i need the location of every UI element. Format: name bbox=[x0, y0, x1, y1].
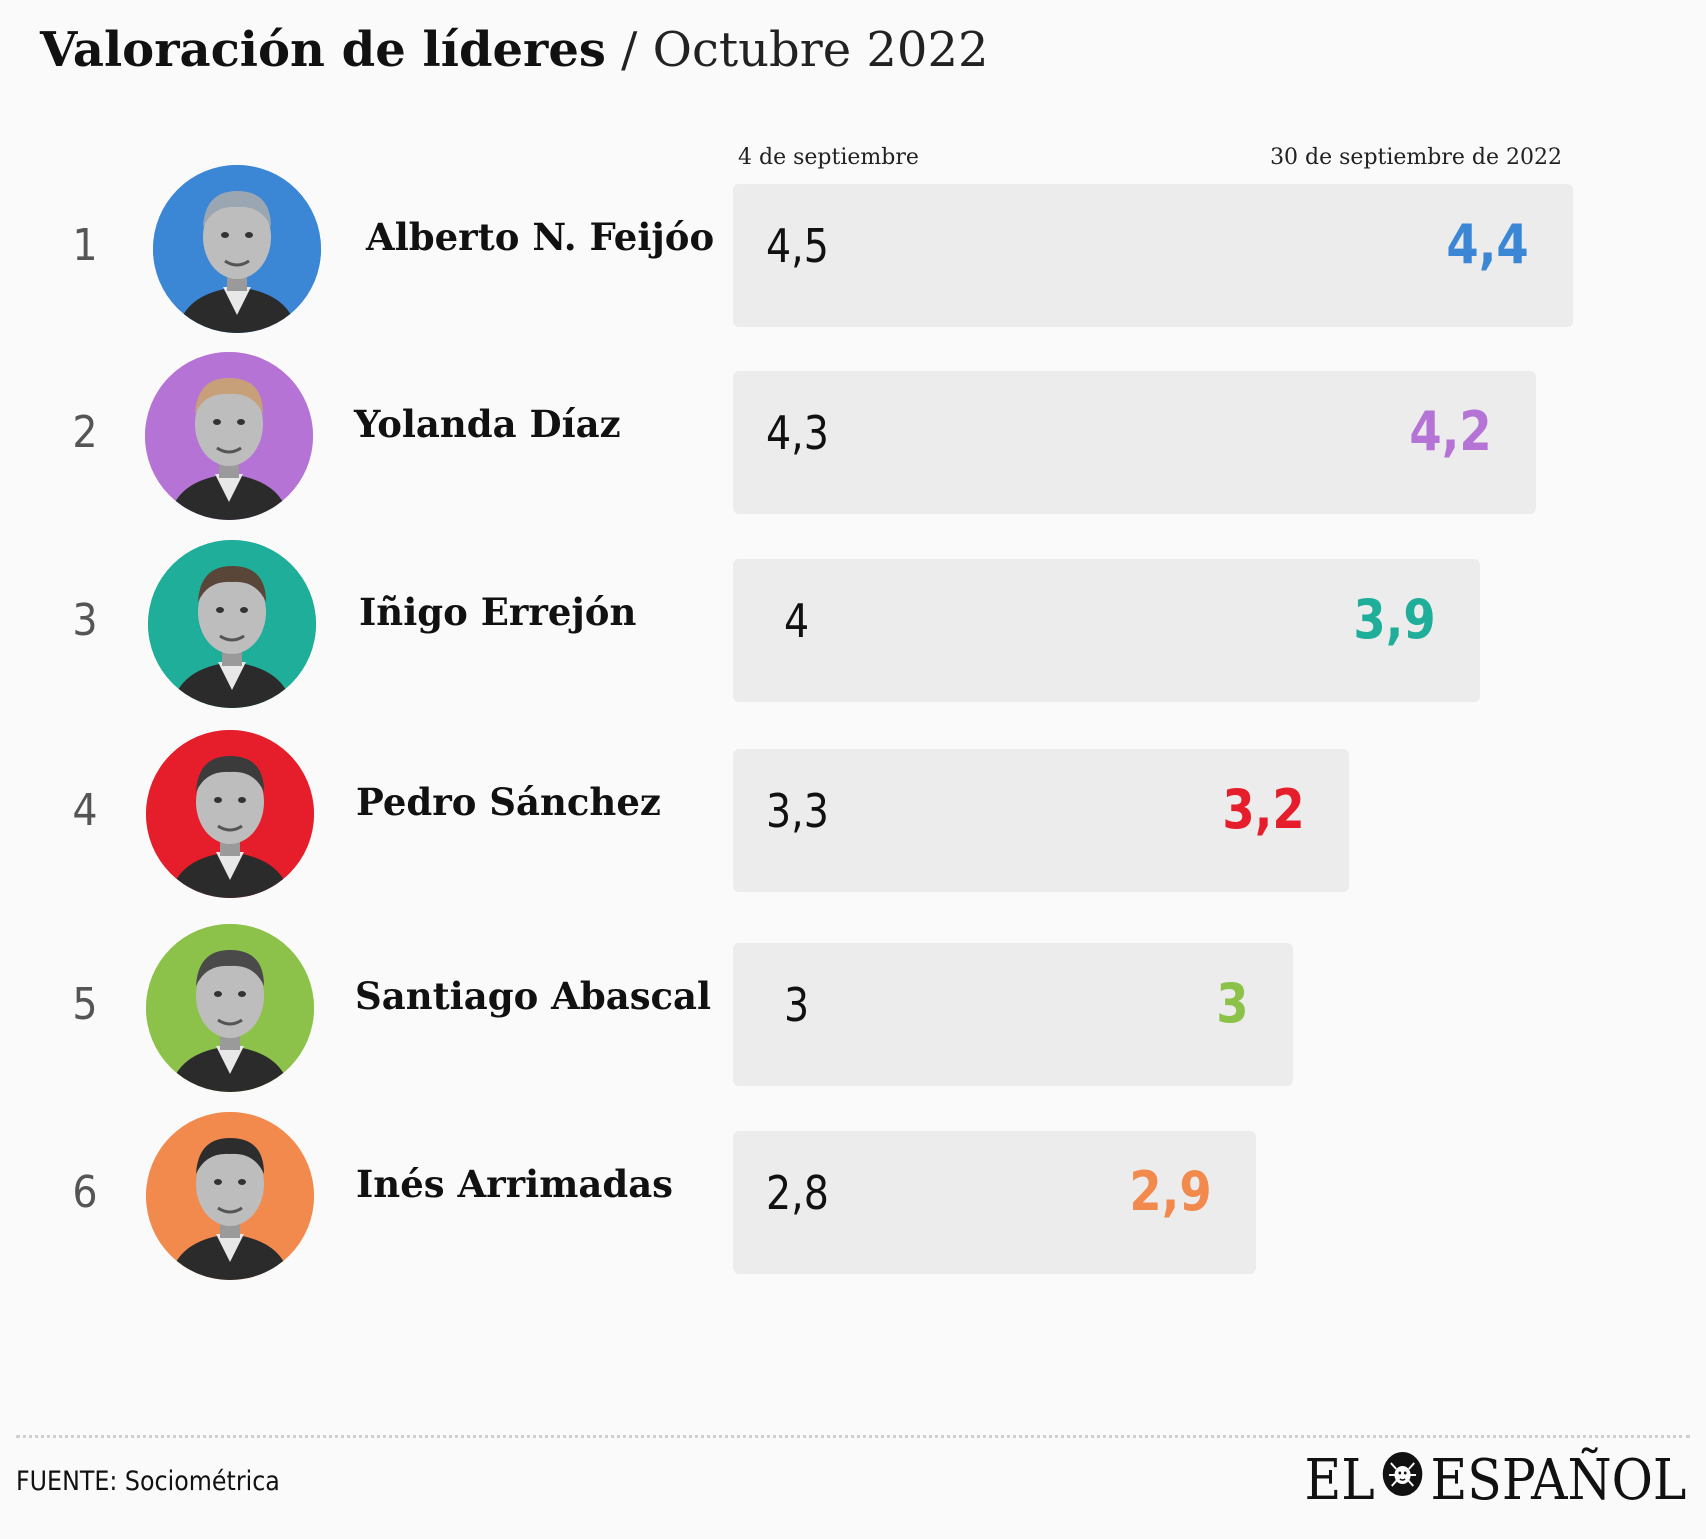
rank-number: 4 bbox=[72, 785, 98, 836]
abascal-photo bbox=[146, 924, 314, 1092]
leader-row: 3 Iñigo Errejón 4 3,9 bbox=[0, 540, 1706, 710]
rating-after-label: 2,9 bbox=[1129, 1160, 1212, 1223]
feijoo-photo bbox=[153, 165, 321, 333]
rating-before-label: 4,5 bbox=[766, 219, 829, 273]
logo-text-right: ESPAÑOL bbox=[1430, 1448, 1686, 1513]
rank-number: 5 bbox=[72, 979, 98, 1030]
leader-row: 5 Santiago Abascal 3 3 bbox=[0, 924, 1706, 1094]
rating-after-label: 4,4 bbox=[1446, 213, 1529, 276]
leader-name: Alberto N. Feijóo bbox=[366, 215, 715, 259]
footer-divider bbox=[16, 1435, 1690, 1438]
arrimadas-photo bbox=[146, 1112, 314, 1280]
rating-bar bbox=[733, 559, 1480, 702]
source-note: FUENTE: Sociométrica bbox=[16, 1466, 280, 1497]
leader-row: 1 Alberto N. Feijóo 4,5 4,4 bbox=[0, 165, 1706, 335]
lion-icon bbox=[1380, 1448, 1425, 1513]
errejon-photo bbox=[148, 540, 316, 708]
rank-number: 6 bbox=[72, 1167, 98, 1218]
leader-name: Iñigo Errejón bbox=[359, 590, 637, 634]
el-espanol-logo: EL ESPAÑOL bbox=[1304, 1448, 1686, 1513]
rating-after-label: 3 bbox=[1216, 972, 1249, 1035]
rating-before-label: 4,3 bbox=[766, 406, 829, 460]
rank-number: 1 bbox=[72, 220, 98, 271]
rating-before-label: 4 bbox=[784, 594, 810, 648]
logo-text-left: EL bbox=[1304, 1448, 1375, 1513]
rating-bar bbox=[733, 749, 1349, 892]
sanchez-photo bbox=[146, 730, 314, 898]
column-header-before: 4 de septiembre bbox=[738, 145, 919, 170]
leader-name: Inés Arrimadas bbox=[356, 1162, 674, 1206]
rating-bar bbox=[733, 184, 1573, 327]
title-date: / Octubre 2022 bbox=[621, 22, 989, 78]
leader-row: 4 Pedro Sánchez 3,3 3,2 bbox=[0, 730, 1706, 900]
rank-number: 3 bbox=[72, 595, 98, 646]
rating-before-label: 3 bbox=[784, 978, 810, 1032]
chart-title: Valoración de líderes / Octubre 2022 bbox=[40, 22, 989, 78]
leader-row: 2 Yolanda Díaz 4,3 4,2 bbox=[0, 352, 1706, 522]
title-main: Valoración de líderes bbox=[40, 22, 606, 78]
rating-after-label: 3,9 bbox=[1353, 588, 1436, 651]
leader-row: 6 Inés Arrimadas 2,8 2,9 bbox=[0, 1112, 1706, 1282]
rating-after-label: 3,2 bbox=[1222, 778, 1305, 841]
leader-name: Pedro Sánchez bbox=[356, 780, 661, 824]
rank-number: 2 bbox=[72, 407, 98, 458]
rating-before-label: 2,8 bbox=[766, 1166, 829, 1220]
diaz-photo bbox=[145, 352, 313, 520]
rating-before-label: 3,3 bbox=[766, 784, 829, 838]
leader-name: Yolanda Díaz bbox=[354, 402, 621, 446]
rating-bar bbox=[733, 943, 1293, 1086]
rating-bar bbox=[733, 371, 1536, 514]
rating-after-label: 4,2 bbox=[1409, 400, 1492, 463]
rating-bar bbox=[733, 1131, 1256, 1274]
column-header-after: 30 de septiembre de 2022 bbox=[1270, 145, 1562, 170]
leader-name: Santiago Abascal bbox=[355, 974, 712, 1018]
